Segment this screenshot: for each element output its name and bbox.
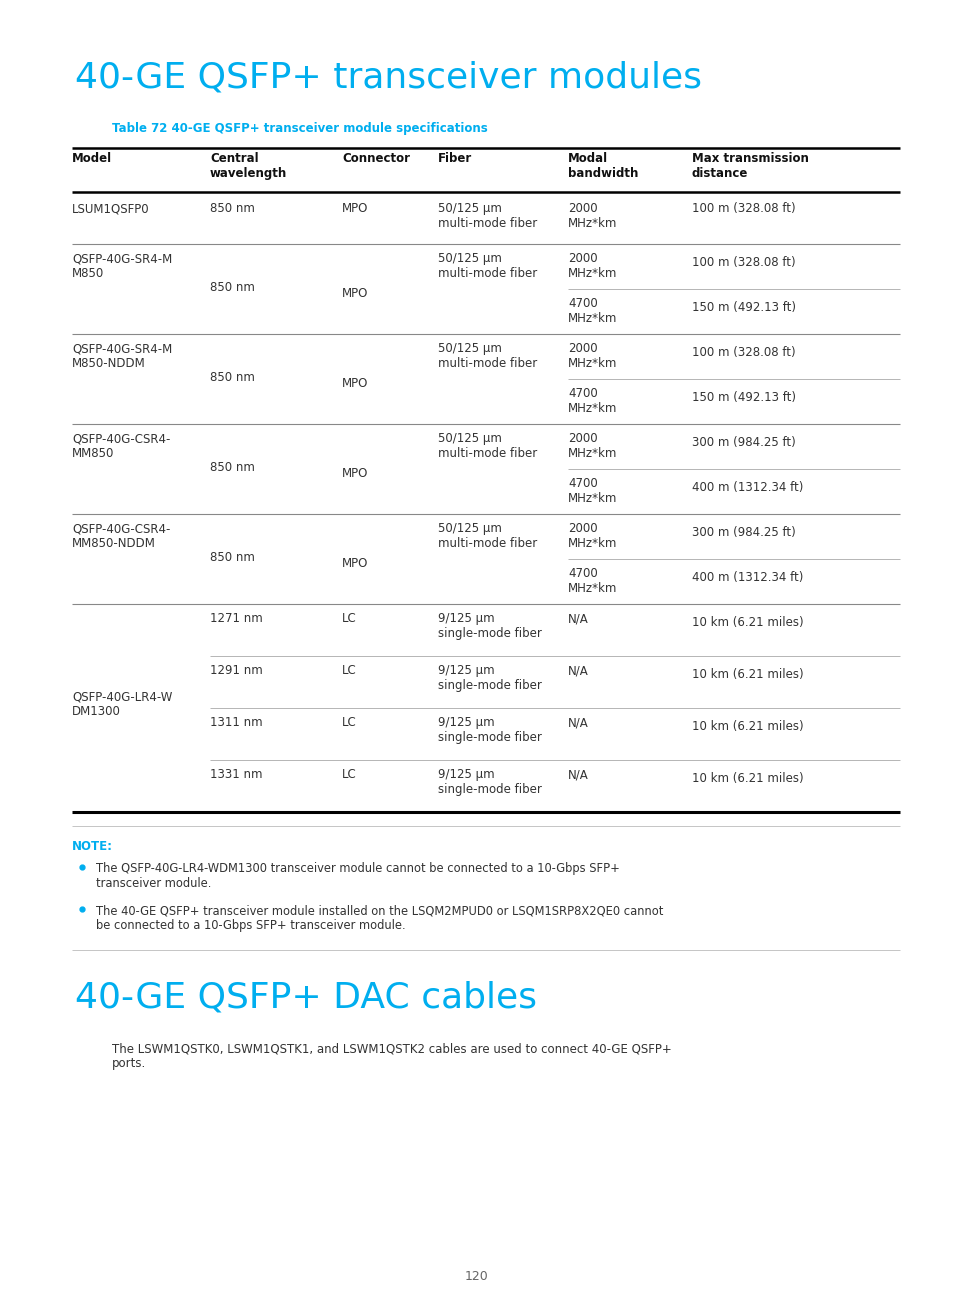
Text: QSFP-40G-CSR4-
MM850: QSFP-40G-CSR4- MM850: [71, 432, 171, 460]
Text: 850 nm: 850 nm: [210, 371, 254, 384]
Text: Table 72 40-GE QSFP+ transceiver module specifications: Table 72 40-GE QSFP+ transceiver module …: [112, 122, 487, 135]
Text: N/A: N/A: [567, 769, 588, 781]
Text: 4700
MHz*km: 4700 MHz*km: [567, 477, 617, 505]
Text: 2000
MHz*km: 2000 MHz*km: [567, 342, 617, 369]
Text: 100 m (328.08 ft): 100 m (328.08 ft): [691, 346, 795, 359]
Text: Model: Model: [71, 152, 112, 165]
Text: 40-GE QSFP+ transceiver modules: 40-GE QSFP+ transceiver modules: [75, 60, 701, 95]
Text: 10 km (6.21 miles): 10 km (6.21 miles): [691, 772, 802, 785]
Text: 4700
MHz*km: 4700 MHz*km: [567, 388, 617, 415]
Text: 1331 nm: 1331 nm: [210, 769, 262, 781]
Text: 300 m (984.25 ft): 300 m (984.25 ft): [691, 435, 795, 448]
Text: Connector: Connector: [341, 152, 410, 165]
Text: N/A: N/A: [567, 715, 588, 728]
Text: Modal
bandwidth: Modal bandwidth: [567, 152, 638, 180]
Text: The 40-GE QSFP+ transceiver module installed on the LSQM2MPUD0 or LSQM1SRP8X2QE0: The 40-GE QSFP+ transceiver module insta…: [96, 905, 662, 932]
Text: 10 km (6.21 miles): 10 km (6.21 miles): [691, 667, 802, 680]
Text: N/A: N/A: [567, 664, 588, 677]
Text: 4700
MHz*km: 4700 MHz*km: [567, 297, 617, 325]
Text: NOTE:: NOTE:: [71, 840, 112, 853]
Text: Central
wavelength: Central wavelength: [210, 152, 287, 180]
Text: 1291 nm: 1291 nm: [210, 664, 262, 677]
Text: QSFP-40G-SR4-M
M850: QSFP-40G-SR4-M M850: [71, 251, 172, 280]
Text: N/A: N/A: [567, 612, 588, 625]
Text: 2000
MHz*km: 2000 MHz*km: [567, 202, 617, 229]
Text: 2000
MHz*km: 2000 MHz*km: [567, 432, 617, 460]
Text: 50/125 μm
multi-mode fiber: 50/125 μm multi-mode fiber: [437, 522, 537, 550]
Text: MPO: MPO: [341, 467, 368, 480]
Text: QSFP-40G-LR4-W
DM1300: QSFP-40G-LR4-W DM1300: [71, 689, 172, 718]
Text: 120: 120: [465, 1270, 488, 1283]
Text: 850 nm: 850 nm: [210, 202, 254, 215]
Text: 100 m (328.08 ft): 100 m (328.08 ft): [691, 257, 795, 270]
Text: 150 m (492.13 ft): 150 m (492.13 ft): [691, 391, 795, 404]
Text: 850 nm: 850 nm: [210, 551, 254, 564]
Text: QSFP-40G-SR4-M
M850-NDDM: QSFP-40G-SR4-M M850-NDDM: [71, 342, 172, 369]
Text: LC: LC: [341, 769, 356, 781]
Text: 9/125 μm
single-mode fiber: 9/125 μm single-mode fiber: [437, 715, 541, 744]
Text: 100 m (328.08 ft): 100 m (328.08 ft): [691, 202, 795, 215]
Text: 1311 nm: 1311 nm: [210, 715, 262, 728]
Text: MPO: MPO: [341, 377, 368, 390]
Text: LC: LC: [341, 715, 356, 728]
Text: 10 km (6.21 miles): 10 km (6.21 miles): [691, 721, 802, 734]
Text: QSFP-40G-CSR4-
MM850-NDDM: QSFP-40G-CSR4- MM850-NDDM: [71, 522, 171, 550]
Text: 9/125 μm
single-mode fiber: 9/125 μm single-mode fiber: [437, 612, 541, 640]
Text: 850 nm: 850 nm: [210, 281, 254, 294]
Text: 50/125 μm
multi-mode fiber: 50/125 μm multi-mode fiber: [437, 342, 537, 369]
Text: 400 m (1312.34 ft): 400 m (1312.34 ft): [691, 481, 802, 494]
Text: 850 nm: 850 nm: [210, 461, 254, 474]
Text: 10 km (6.21 miles): 10 km (6.21 miles): [691, 616, 802, 629]
Text: 400 m (1312.34 ft): 400 m (1312.34 ft): [691, 572, 802, 584]
Text: 40-GE QSFP+ DAC cables: 40-GE QSFP+ DAC cables: [75, 980, 537, 1013]
Text: MPO: MPO: [341, 557, 368, 570]
Text: 50/125 μm
multi-mode fiber: 50/125 μm multi-mode fiber: [437, 202, 537, 229]
Text: MPO: MPO: [341, 286, 368, 299]
Text: 50/125 μm
multi-mode fiber: 50/125 μm multi-mode fiber: [437, 432, 537, 460]
Text: 300 m (984.25 ft): 300 m (984.25 ft): [691, 526, 795, 539]
Text: 50/125 μm
multi-mode fiber: 50/125 μm multi-mode fiber: [437, 251, 537, 280]
Text: 2000
MHz*km: 2000 MHz*km: [567, 251, 617, 280]
Text: LSUM1QSFP0: LSUM1QSFP0: [71, 202, 150, 215]
Text: LC: LC: [341, 664, 356, 677]
Text: 4700
MHz*km: 4700 MHz*km: [567, 568, 617, 595]
Text: MPO: MPO: [341, 202, 368, 215]
Text: The QSFP-40G-LR4-WDM1300 transceiver module cannot be connected to a 10-Gbps SFP: The QSFP-40G-LR4-WDM1300 transceiver mod…: [96, 862, 619, 890]
Text: 1271 nm: 1271 nm: [210, 612, 262, 625]
Text: 9/125 μm
single-mode fiber: 9/125 μm single-mode fiber: [437, 664, 541, 692]
Text: The LSWM1QSTK0, LSWM1QSTK1, and LSWM1QSTK2 cables are used to connect 40-GE QSFP: The LSWM1QSTK0, LSWM1QSTK1, and LSWM1QST…: [112, 1042, 671, 1070]
Text: Max transmission
distance: Max transmission distance: [691, 152, 808, 180]
Text: Fiber: Fiber: [437, 152, 472, 165]
Text: LC: LC: [341, 612, 356, 625]
Text: 2000
MHz*km: 2000 MHz*km: [567, 522, 617, 550]
Text: 9/125 μm
single-mode fiber: 9/125 μm single-mode fiber: [437, 769, 541, 796]
Text: 150 m (492.13 ft): 150 m (492.13 ft): [691, 301, 795, 314]
